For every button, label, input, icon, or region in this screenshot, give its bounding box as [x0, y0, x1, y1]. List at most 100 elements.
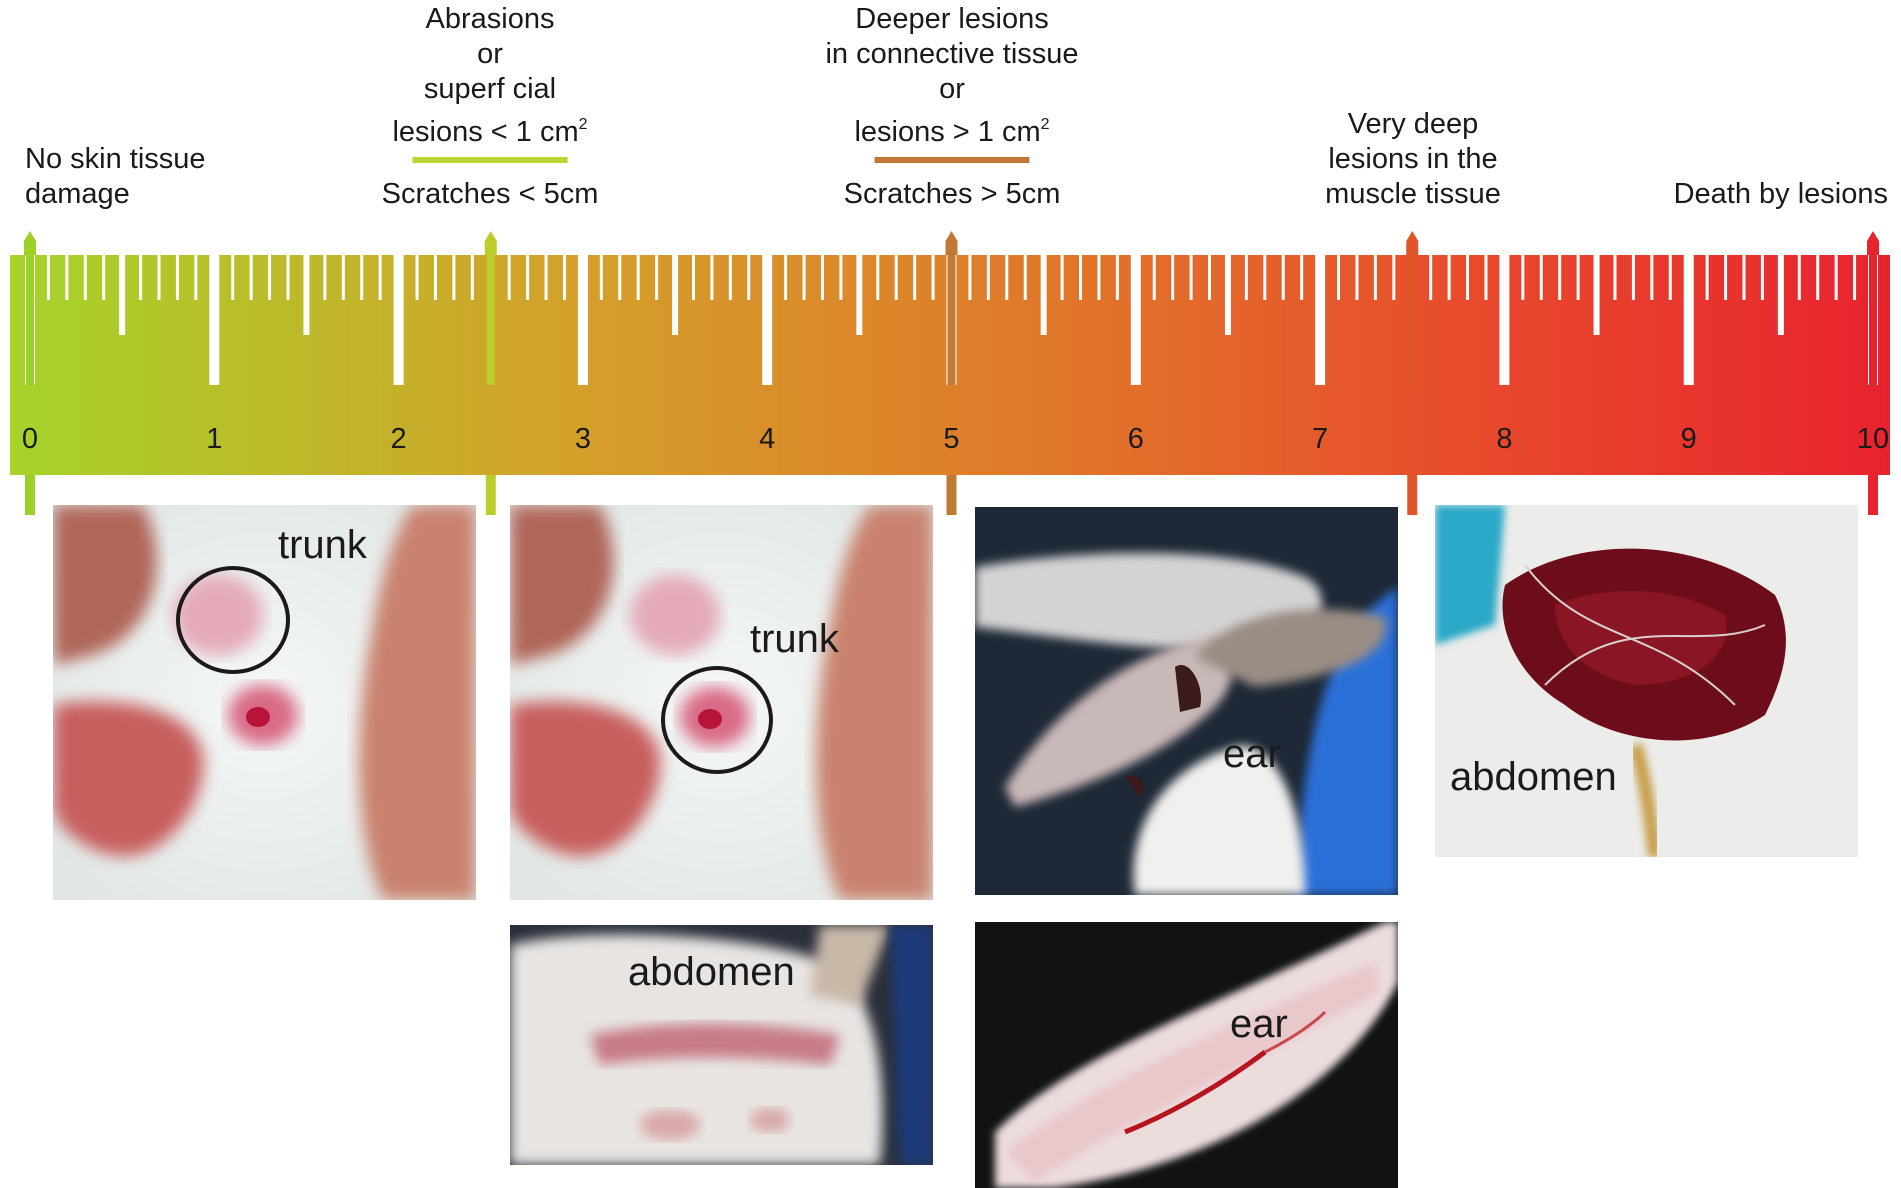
photo-trunk-1-label: trunk — [278, 523, 367, 567]
photo-trunk-2-image — [510, 505, 933, 900]
ruler-tick — [452, 255, 456, 300]
ruler-tick — [636, 255, 640, 300]
photo-trunk-1-image — [53, 505, 476, 900]
ruler-tick — [249, 255, 253, 300]
ruler-tick — [562, 255, 566, 300]
severity-ruler: 0 1 2 3 4 5 6 7 8 9 10 — [10, 231, 1890, 515]
ruler-tick — [175, 255, 179, 300]
ruler-tick — [102, 255, 106, 300]
ruler-tick — [1281, 255, 1285, 300]
ruler-tick-label: 1 — [206, 423, 222, 455]
ruler-tick — [1079, 255, 1083, 300]
ruler-tick — [968, 255, 972, 300]
category-marker-top — [945, 231, 958, 255]
ruler-tick — [268, 255, 272, 300]
ruler-tick — [433, 255, 437, 300]
ruler-tick — [1576, 255, 1580, 300]
category-sublabel-5: Scratches > 5cm — [843, 178, 1061, 210]
ruler-tick — [728, 255, 732, 300]
ruler-tick — [802, 255, 806, 300]
photo-trunk-2-circle — [661, 666, 773, 774]
ruler-tick — [1300, 255, 1304, 300]
photo-abdomen-2-image — [1435, 505, 1858, 857]
ruler-tick — [1539, 255, 1543, 300]
ruler-tick-labels: 0 1 2 3 4 5 6 7 8 9 10 — [22, 423, 1889, 455]
ruler-tick — [599, 255, 603, 300]
category-marker-line — [1869, 255, 1877, 385]
photo-trunk-1: trunk — [53, 505, 476, 900]
ruler-tick-label: 10 — [1857, 423, 1889, 455]
photo-abdomen-1: abdomen — [510, 925, 933, 1165]
ruler-tick — [1337, 255, 1341, 300]
ruler-tick — [139, 255, 143, 300]
ruler-tick — [839, 255, 843, 300]
ruler-tick — [931, 255, 935, 300]
photo-abdomen-2-label: abdomen — [1450, 755, 1617, 799]
ruler-tick — [360, 255, 364, 300]
category-bar-2-5 — [412, 157, 568, 163]
ruler-tick — [913, 255, 917, 300]
ruler-tick — [1171, 255, 1175, 300]
ruler-tick — [303, 255, 310, 335]
ruler-tick — [1392, 255, 1396, 300]
category-sublabel-2-5: Scratches < 5cm — [381, 178, 599, 210]
ruler-tick-label: 3 — [575, 423, 591, 455]
ruler-tick — [1060, 255, 1064, 300]
ruler-tick — [1668, 255, 1672, 300]
category-marker-line — [26, 255, 34, 385]
ruler-tick — [1760, 255, 1764, 300]
ruler-tick — [1558, 255, 1562, 300]
photo-ear-2-image — [975, 922, 1398, 1188]
category-marker-top — [484, 231, 497, 255]
photo-ear-1-image — [975, 507, 1398, 895]
ruler-tick — [286, 255, 290, 300]
ruler-tick — [507, 255, 511, 300]
photo-trunk-2-label: trunk — [750, 617, 839, 661]
ruler-tick — [1355, 255, 1359, 300]
ruler-tick-label: 4 — [759, 423, 775, 455]
category-marker-bottom — [1868, 475, 1878, 515]
category-label-0: No skin tissue damage — [25, 143, 206, 210]
category-marker-bottom — [25, 475, 35, 515]
category-bar-5 — [874, 157, 1030, 163]
photo-abdomen-1-label: abdomen — [628, 950, 795, 994]
ruler-tick — [672, 255, 679, 335]
ruler-tick — [1816, 255, 1820, 300]
category-marker-bottom — [946, 475, 957, 515]
ruler-tick — [1853, 255, 1857, 300]
ruler-tick — [1224, 255, 1231, 335]
ruler-tick — [209, 255, 220, 385]
ruler-tick-label: 9 — [1681, 423, 1697, 455]
photo-ear-1: ear — [975, 507, 1398, 895]
ruler-tick — [1613, 255, 1617, 300]
ruler-tick-label: 0 — [22, 423, 38, 455]
ruler-tick — [323, 255, 327, 300]
ruler-tick — [1189, 255, 1193, 300]
ruler-tick — [856, 255, 863, 335]
ruler-tick — [747, 255, 751, 300]
photo-trunk-2: trunk — [510, 505, 933, 900]
ruler-tick — [1005, 255, 1009, 300]
ruler-tick — [1152, 255, 1156, 300]
ruler-tick — [1593, 255, 1600, 335]
category-marker-line — [947, 255, 956, 385]
ruler-tick — [46, 255, 50, 300]
ruler-tick — [231, 255, 235, 300]
ruler-tick — [1244, 255, 1248, 300]
ruler-tick — [415, 255, 419, 300]
ruler-tick — [1777, 255, 1784, 335]
category-marker-line — [1408, 255, 1417, 385]
ruler-tick — [618, 255, 622, 300]
ruler-tick — [1650, 255, 1654, 300]
ruler-tick — [1315, 255, 1326, 385]
ruler-tick — [577, 255, 588, 385]
ruler-tick — [157, 255, 161, 300]
category-label-10: Death by lesions — [1673, 178, 1888, 210]
ruler-tick — [1023, 255, 1027, 300]
photo-abdomen-2: abdomen — [1435, 505, 1858, 857]
ruler-tick — [1115, 255, 1119, 300]
photo-abdomen-1-image — [510, 925, 933, 1165]
ruler-tick — [1834, 255, 1838, 300]
ruler-tick — [820, 255, 824, 300]
